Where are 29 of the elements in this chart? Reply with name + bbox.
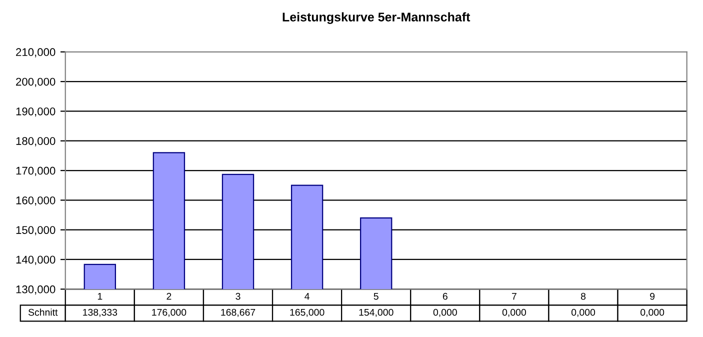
x-tick-label: 3: [236, 292, 240, 300]
x-tick-label: 4: [304, 292, 310, 300]
y-tick-label: 130,000: [16, 285, 56, 295]
x-tick-label: 7: [512, 292, 516, 300]
x-tick-label: 9: [650, 292, 655, 300]
text: 0,000: [640, 308, 664, 317]
x-tick-label: 5: [374, 292, 378, 300]
y-tick-label: 160,000: [16, 196, 56, 206]
y-tick-label: 180,000: [16, 137, 56, 146]
text: 0,000: [571, 308, 596, 317]
data-label: 168,667: [221, 308, 256, 317]
data-label: 154,000: [359, 308, 394, 317]
text: Schnitt: [28, 308, 58, 316]
y-tick-label: 210,000: [16, 48, 56, 58]
chart-title: Leistungskurve 5er-Mannschaft: [282, 12, 470, 24]
x-tick-label: 8: [580, 292, 586, 300]
data-label: 165,000: [290, 308, 324, 317]
text: 0,000: [433, 308, 457, 317]
y-tick-label: 190,000: [16, 107, 56, 117]
y-tick-label: 140,000: [16, 256, 56, 265]
x-tick-label: 6: [442, 292, 448, 300]
x-tick-label: 2: [166, 292, 172, 300]
data-label: 176,000: [152, 308, 186, 317]
x-tick-label: 1: [98, 292, 102, 300]
y-tick-label: 170,000: [16, 166, 56, 176]
data-label: 138,333: [83, 308, 118, 317]
y-tick-label: 200,000: [16, 78, 56, 87]
text: 0,000: [502, 308, 526, 317]
y-tick-label: 150,000: [16, 226, 56, 236]
